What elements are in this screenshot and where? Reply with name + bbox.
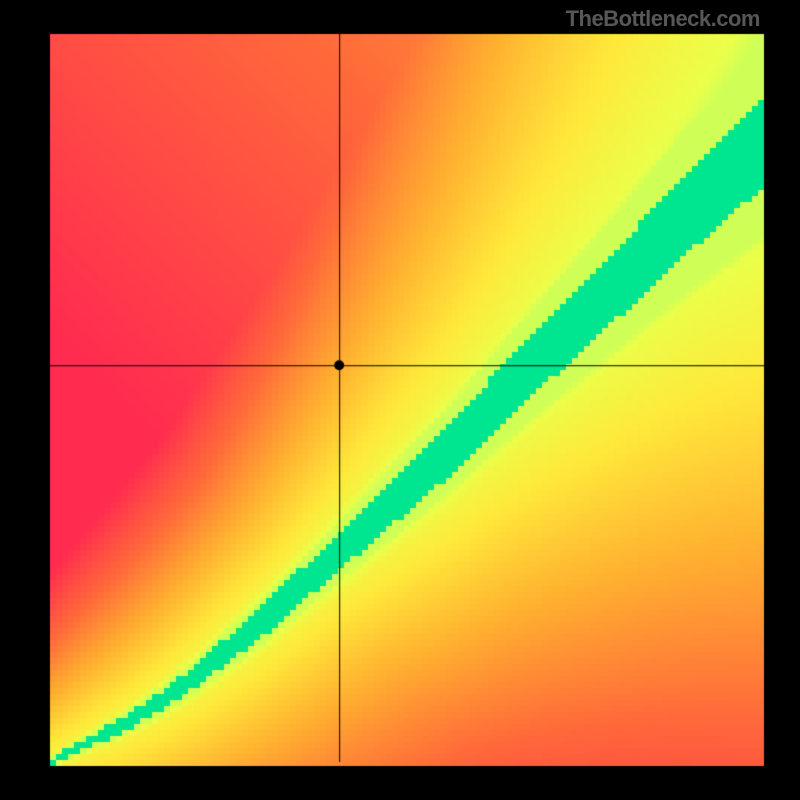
heatmap-canvas — [0, 0, 800, 800]
chart-container: TheBottleneck.com — [0, 0, 800, 800]
watermark-text: TheBottleneck.com — [566, 6, 760, 32]
